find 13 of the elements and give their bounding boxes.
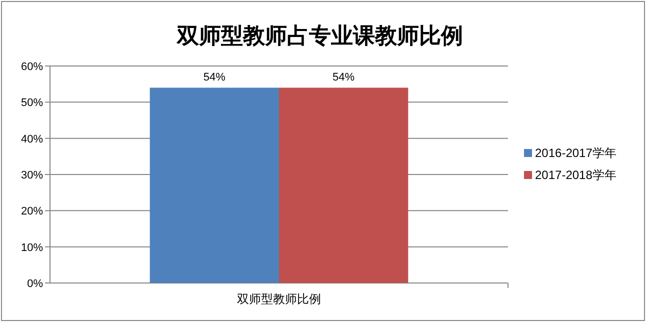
data-label: 54% [332, 72, 355, 84]
chart-title: 双师型教师占专业课教师比例 [176, 23, 463, 48]
y-tick-label: 30% [20, 170, 44, 182]
y-tick-label: 40% [20, 133, 44, 146]
y-tick-label: 20% [20, 206, 44, 218]
y-tick-label: 10% [20, 242, 44, 254]
y-tick-label: 60% [20, 61, 44, 73]
legend-label: 2017-2018学年 [535, 168, 616, 182]
legend-label: 2016-2017学年 [535, 146, 616, 160]
y-tick-label: 0% [27, 278, 44, 290]
x-tick-label: 双师型教师比例 [237, 292, 321, 306]
y-tick-label: 50% [20, 97, 44, 110]
data-label: 54% [203, 72, 226, 84]
